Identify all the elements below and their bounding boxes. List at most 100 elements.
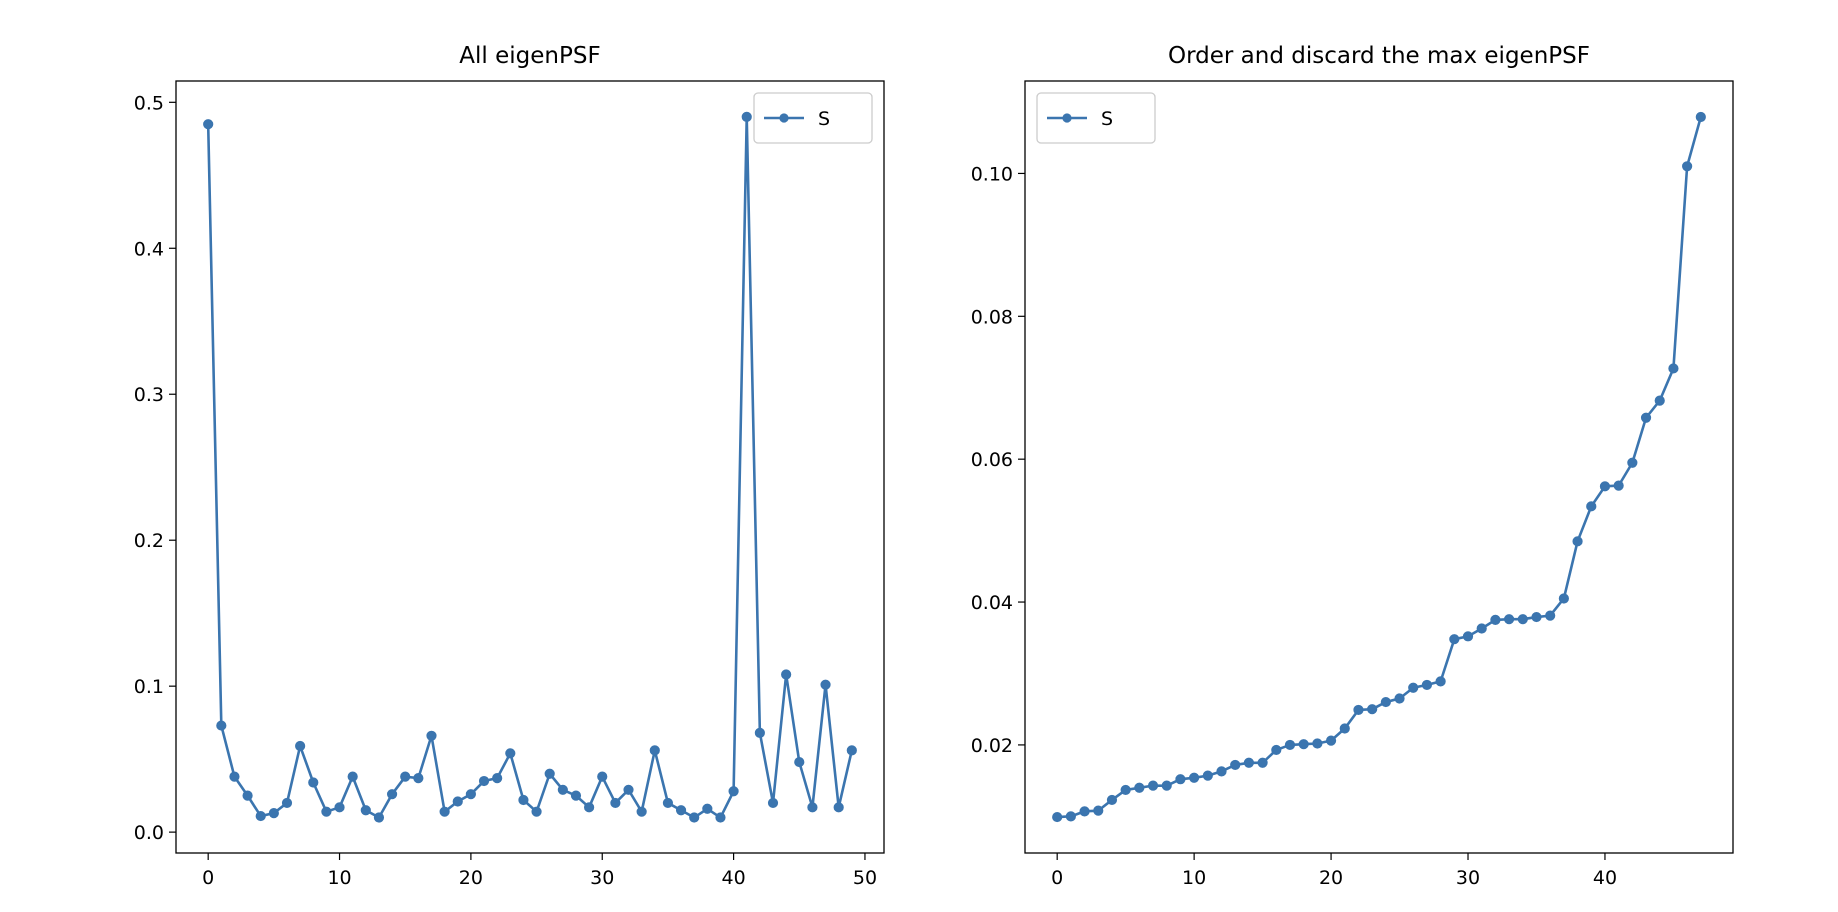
data-point	[1230, 759, 1241, 771]
data-point	[465, 789, 476, 800]
series-line-s	[206, 115, 854, 819]
data-point	[1558, 593, 1569, 604]
data-point	[1517, 614, 1528, 625]
data-point	[597, 771, 608, 782]
data-point	[505, 748, 516, 759]
data-point	[1065, 811, 1076, 822]
data-point	[741, 111, 752, 123]
data-point	[242, 790, 253, 801]
data-point	[308, 777, 319, 788]
y-tick-label: 0.0	[134, 822, 164, 844]
data-point	[807, 802, 818, 813]
legend: S	[1036, 92, 1156, 144]
data-point	[570, 790, 582, 801]
data-point	[1120, 784, 1131, 796]
data-point	[781, 669, 792, 680]
data-point	[1654, 395, 1665, 406]
chart-panel-all-eigenpsf: All eigenPSF 0 10 20 30 40 50 0.0 0.1 0.2 0.3 0.4 0.…	[134, 43, 885, 889]
legend-marker-swatch	[779, 113, 789, 123]
y-tick-label: 0.1	[134, 676, 164, 698]
data-point	[1175, 774, 1186, 785]
data-point	[413, 773, 424, 784]
data-point	[281, 797, 293, 809]
legend-box	[753, 92, 873, 144]
data-point	[1476, 623, 1487, 634]
data-point	[1353, 704, 1364, 716]
x-tick-label: 30	[590, 867, 614, 889]
x-tick-label: 0	[1051, 867, 1063, 889]
x-tick-label: 0	[202, 867, 214, 889]
x-tick-label: 30	[1456, 867, 1480, 889]
data-point	[1298, 739, 1309, 750]
data-point	[1394, 693, 1405, 704]
y-tick-label: 0.02	[971, 735, 1013, 757]
legend-marker-swatch	[1062, 113, 1072, 123]
data-point	[1545, 610, 1556, 621]
y-tick-label: 0.08	[971, 306, 1013, 328]
data-point	[1106, 794, 1118, 806]
data-point	[649, 745, 660, 756]
data-point	[636, 806, 647, 817]
data-point	[1271, 744, 1282, 756]
data-point	[846, 745, 857, 756]
data-point	[728, 786, 739, 797]
data-point	[557, 784, 568, 795]
y-tick-label: 0.3	[134, 384, 164, 406]
data-point	[1325, 735, 1337, 746]
data-point	[689, 812, 700, 823]
data-point	[1147, 780, 1159, 791]
data-point	[531, 806, 542, 817]
data-point	[1586, 501, 1597, 512]
data-point	[1189, 772, 1200, 783]
chart-title: All eigenPSF	[459, 43, 600, 69]
data-point	[1052, 811, 1063, 823]
data-point	[662, 797, 674, 809]
y-tick-label: 0.04	[971, 592, 1013, 614]
data-point	[1339, 723, 1350, 734]
legend-box	[1036, 92, 1156, 144]
data-point	[1462, 631, 1474, 642]
data-point	[1627, 457, 1638, 468]
x-tick-label: 50	[853, 867, 877, 889]
data-point	[1449, 634, 1460, 645]
data-point	[1161, 780, 1172, 791]
data-point	[1079, 806, 1090, 817]
x-tick-label: 40	[722, 867, 746, 889]
y-tick-label: 0.10	[971, 163, 1013, 185]
data-point	[216, 720, 227, 731]
y-tick-label: 0.06	[971, 449, 1013, 471]
data-point	[1312, 738, 1323, 749]
chart-title: Order and discard the max eigenPSF	[1168, 43, 1590, 69]
axes-frame	[1024, 80, 1734, 854]
data-point	[321, 806, 332, 817]
y-tick-label: 0.5	[134, 92, 164, 114]
data-point	[400, 771, 411, 782]
data-point	[492, 773, 503, 784]
data-point	[544, 768, 555, 779]
data-point	[1682, 161, 1693, 172]
legend-label: S	[1101, 108, 1113, 130]
x-tick-label: 10	[1182, 867, 1206, 889]
x-tick-label: 10	[327, 867, 351, 889]
data-point	[1408, 682, 1419, 693]
axes-frame	[175, 80, 885, 854]
data-point	[1572, 536, 1583, 547]
data-point	[820, 679, 831, 690]
data-point	[1216, 766, 1227, 777]
data-point	[347, 771, 358, 782]
data-point	[1202, 770, 1213, 781]
data-point	[360, 805, 371, 816]
data-point	[334, 802, 345, 813]
legend: S	[753, 92, 873, 144]
data-point	[1613, 480, 1624, 491]
chart-panel-ordered-eigenpsf: Order and discard the max eigenPSF 0 10 20 3…	[971, 43, 1734, 889]
data-point	[1134, 782, 1145, 793]
data-point	[439, 806, 450, 817]
data-point	[1435, 676, 1446, 687]
y-tick-label: 0.4	[134, 238, 164, 260]
data-point	[1599, 481, 1611, 492]
x-tick-label: 40	[1593, 867, 1617, 889]
data-point	[1380, 696, 1391, 708]
